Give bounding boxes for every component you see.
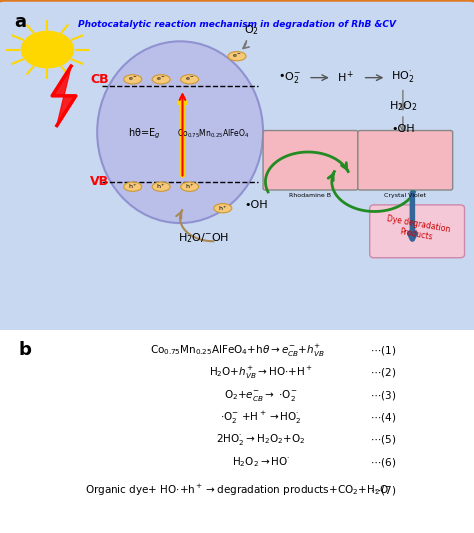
- Text: h$^+$: h$^+$: [218, 204, 228, 213]
- Text: H$_2$O$_2$: H$_2$O$_2$: [389, 99, 417, 112]
- Text: $\cdots$(7): $\cdots$(7): [370, 484, 396, 497]
- Text: H$_2$O+$h^{+}_{VB}$$\rightarrow$HO$\cdot$+H$^+$: H$_2$O+$h^{+}_{VB}$$\rightarrow$HO$\cdot…: [209, 365, 313, 381]
- Polygon shape: [52, 66, 76, 126]
- Text: H$^+$: H$^+$: [337, 70, 355, 85]
- Text: HO$_2^{·}$: HO$_2^{·}$: [391, 70, 415, 85]
- Text: h$^+$: h$^+$: [128, 182, 138, 191]
- Ellipse shape: [124, 182, 142, 191]
- Text: VB: VB: [90, 175, 109, 188]
- Ellipse shape: [97, 41, 263, 223]
- Text: CB: CB: [90, 72, 109, 86]
- Text: O$_2$+$e^{-}_{CB}$$\rightarrow$ $\cdot$O$_2^{-}$: O$_2$+$e^{-}_{CB}$$\rightarrow$ $\cdot$O…: [224, 388, 298, 403]
- Text: Co$_{0.75}$Mn$_{0.25}$AlFeO$_4$+h$\theta$$\rightarrow$$e^{-}_{CB}$+$h^{+}_{VB}$: Co$_{0.75}$Mn$_{0.25}$AlFeO$_4$+h$\theta…: [150, 343, 324, 359]
- FancyBboxPatch shape: [358, 131, 453, 190]
- FancyBboxPatch shape: [263, 131, 358, 190]
- Text: O$_2$: O$_2$: [244, 23, 259, 37]
- Text: •OH: •OH: [244, 200, 268, 210]
- Text: •OH: •OH: [391, 124, 415, 134]
- Text: Crystal Violet: Crystal Violet: [384, 193, 426, 198]
- Ellipse shape: [124, 75, 142, 84]
- Text: $\cdots$(6): $\cdots$(6): [370, 456, 396, 469]
- Text: $\cdots$(1): $\cdots$(1): [370, 344, 396, 357]
- Ellipse shape: [152, 75, 170, 84]
- Text: $\cdots$(4): $\cdots$(4): [370, 411, 396, 424]
- Ellipse shape: [228, 52, 246, 61]
- Text: $\cdots$(3): $\cdots$(3): [370, 389, 396, 402]
- Text: •O$_2^{-}$: •O$_2^{-}$: [278, 70, 301, 85]
- Text: hθ=E$_g$: hθ=E$_g$: [128, 127, 161, 141]
- Text: h$^+$: h$^+$: [184, 182, 195, 191]
- Text: Co$_{0.75}$Mn$_{0.25}$AlFeO$_4$: Co$_{0.75}$Mn$_{0.25}$AlFeO$_4$: [177, 127, 250, 140]
- Text: e$^-$: e$^-$: [184, 75, 195, 83]
- Ellipse shape: [181, 182, 199, 191]
- Circle shape: [21, 31, 73, 68]
- Ellipse shape: [214, 204, 232, 213]
- Text: Organic dye+ HO$\cdot$+h$^+$$\rightarrow$degradation products+CO$_2$+H$_2$O: Organic dye+ HO$\cdot$+h$^+$$\rightarrow…: [85, 483, 389, 498]
- Ellipse shape: [181, 75, 199, 84]
- Text: e$^-$: e$^-$: [156, 75, 166, 83]
- Text: 2HO$_2^{\cdot}$$\rightarrow$H$_2$O$_2$+O$_2$: 2HO$_2^{\cdot}$$\rightarrow$H$_2$O$_2$+O…: [216, 432, 305, 447]
- Text: a: a: [14, 13, 26, 31]
- FancyBboxPatch shape: [370, 205, 465, 258]
- FancyBboxPatch shape: [0, 0, 474, 334]
- Ellipse shape: [152, 182, 170, 191]
- Text: h$^+$: h$^+$: [156, 182, 166, 191]
- Text: Dye degradation
Products: Dye degradation Products: [384, 215, 450, 245]
- Text: Rhodamine B: Rhodamine B: [290, 193, 331, 198]
- Text: $\cdots$(5): $\cdots$(5): [370, 433, 396, 446]
- Text: H$_2$O$_2$$\rightarrow$HO$^{\cdot}$: H$_2$O$_2$$\rightarrow$HO$^{\cdot}$: [231, 455, 290, 469]
- Text: b: b: [19, 341, 32, 359]
- Text: Photocatalytic reaction mechanism in degradation of RhB &CV: Photocatalytic reaction mechanism in deg…: [78, 20, 396, 29]
- Text: $\cdot$O$_2^{-}$ +H$^+$$\rightarrow$HO$_2^{\cdot}$: $\cdot$O$_2^{-}$ +H$^+$$\rightarrow$HO$_…: [220, 409, 301, 426]
- Text: e$^-$: e$^-$: [128, 75, 138, 83]
- Text: H$_2$O/$^{-}$OH: H$_2$O/$^{-}$OH: [178, 231, 229, 245]
- Text: e$^-$: e$^-$: [232, 52, 242, 60]
- Text: $\cdots$(2): $\cdots$(2): [370, 367, 396, 379]
